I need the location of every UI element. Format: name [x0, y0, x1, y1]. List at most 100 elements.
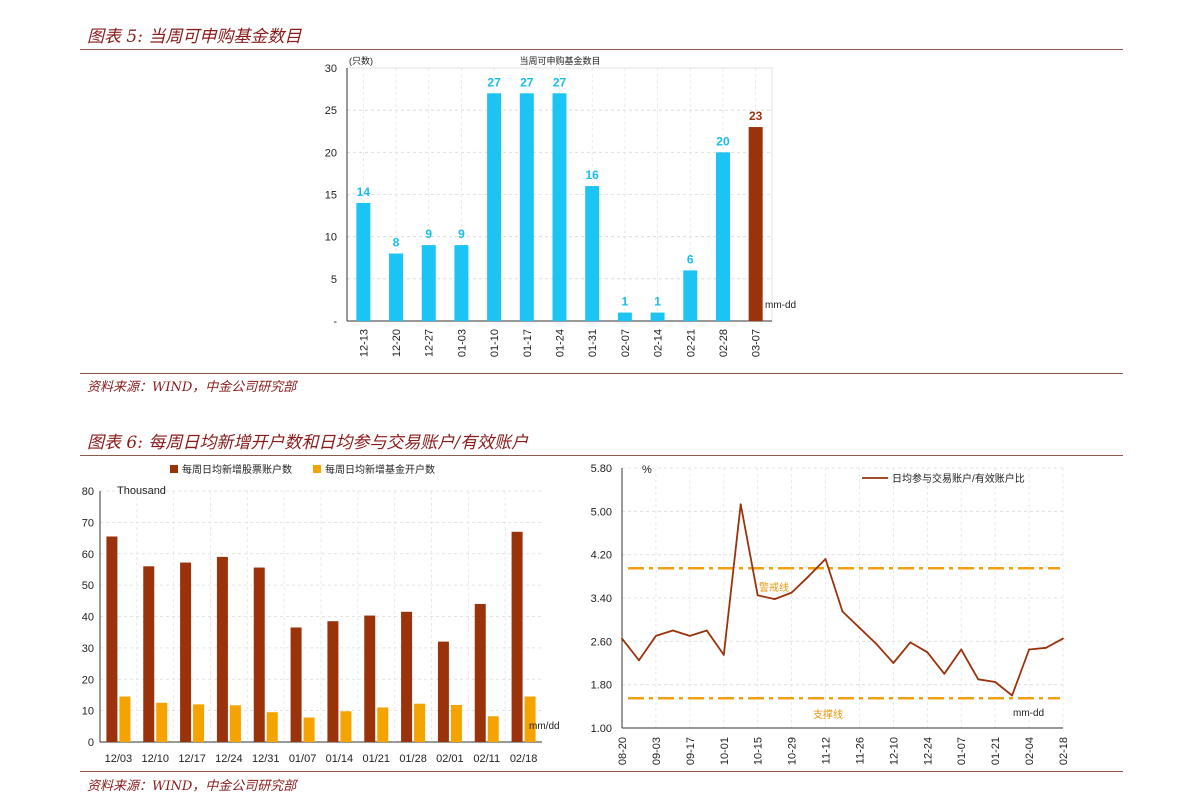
x-tick-label: 01-21: [990, 737, 1002, 765]
data-point-10-08: [739, 503, 742, 506]
data-point-09-24: [705, 629, 708, 632]
x-tick-label: 12-27: [424, 329, 436, 357]
y-tick-label: 30: [325, 63, 337, 75]
x-unit-note: mm-dd: [765, 300, 796, 311]
x-tick-label: 08-20: [617, 737, 629, 765]
unit-label: Thousand: [117, 485, 166, 497]
data-point-09-03: [655, 635, 657, 637]
data-point-11-19: [841, 610, 844, 613]
x-tick-label: 02/11: [473, 753, 500, 765]
x-unit-note: mm-dd: [1013, 708, 1044, 719]
divider-top: [80, 49, 1123, 50]
x-tick-label: 11-26: [854, 737, 866, 764]
data-label: 27: [487, 75, 501, 89]
y-tick-label: 25: [325, 105, 337, 117]
bar-fund-accounts-01/14: [340, 711, 352, 742]
bar-stock-accounts-02/11: [474, 603, 486, 742]
y-tick-label: 4.20: [591, 550, 612, 562]
data-point-10-01: [722, 653, 725, 656]
data-point-12-03: [875, 643, 878, 645]
bar-fund-accounts-02/01: [450, 704, 462, 742]
bar-fund-accounts-12/03: [119, 696, 131, 742]
bar-stock-accounts-12/03: [106, 536, 118, 742]
x-tick-label: 10-01: [719, 737, 731, 765]
figure-5-heading: 图表 5: 当周可申购基金数目: [87, 27, 302, 47]
x-tick-label: 02/01: [436, 753, 464, 765]
bar-fund-accounts-12/31: [266, 712, 278, 742]
bar-stock-accounts-12/17: [180, 562, 192, 742]
y-tick-label: 2.60: [591, 636, 612, 648]
data-label: 8: [393, 236, 400, 250]
support-line-label: 支撑线: [813, 708, 843, 721]
data-point-12-24: [926, 651, 929, 654]
y-tick-label: 40: [82, 612, 94, 624]
x-unit-note: mm/dd: [529, 721, 560, 732]
bar-stock-accounts-12/24: [216, 556, 228, 742]
data-label: 1: [622, 295, 629, 309]
data-point-12-31: [943, 672, 946, 675]
data-point-01-07: [960, 648, 963, 651]
warning-line-label: 警戒线: [759, 581, 789, 594]
bar-stock-accounts-12/31: [253, 567, 265, 742]
y-tick-label: 3.40: [591, 593, 612, 605]
legend-swatch-fund: [313, 465, 321, 473]
bar-12-27: [421, 245, 436, 321]
data-point-10-15: [756, 594, 759, 597]
data-label: 20: [716, 134, 730, 148]
bar-fund-accounts-01/21: [377, 707, 389, 742]
data-label: 27: [520, 75, 534, 89]
y-tick-label: 20: [325, 147, 337, 159]
x-tick-label: 12-13: [358, 329, 370, 357]
y-tick-label: 5.00: [591, 506, 612, 518]
bar-02-28: [715, 152, 730, 321]
legend-label-stock: 每周日均新增股票账户数: [182, 463, 292, 476]
data-label: 1: [654, 295, 661, 309]
x-tick-label: 02-14: [653, 329, 665, 357]
data-label: 9: [458, 227, 465, 241]
x-tick-label: 12/31: [252, 753, 280, 765]
x-tick-label: 12/10: [141, 753, 169, 765]
y-tick-label: 15: [325, 190, 337, 202]
x-tick-label: 01/07: [289, 753, 317, 765]
y-tick-label: 5.80: [591, 463, 612, 475]
data-point-12-10: [892, 662, 895, 664]
x-tick-label: 10-29: [787, 737, 799, 765]
divider-fig6-bottom: [80, 771, 1123, 772]
x-tick-label: 01/14: [326, 753, 354, 765]
x-tick-label: 12-10: [888, 737, 900, 765]
x-tick-label: 12-20: [391, 329, 403, 357]
y-tick-label: 0: [88, 737, 94, 749]
x-tick-label: 09-17: [685, 737, 697, 765]
y-tick-label: 10: [325, 232, 337, 244]
y-tick-label: 5: [331, 274, 337, 286]
bar-01-03: [454, 245, 469, 321]
data-point-08-27: [638, 659, 640, 662]
y-tick-label: 80: [82, 486, 94, 498]
x-tick-label: 01-17: [522, 329, 534, 357]
unit-label: %: [642, 464, 652, 476]
data-point-09-17: [688, 635, 691, 637]
data-label: 6: [687, 252, 694, 266]
figure-6-source: 资料来源：WIND，中金公司研究部: [87, 779, 297, 794]
chart-new-accounts: 0 10 20 30 40 50 60 70 80 12/03 12/10 12/17 12/24 12/…: [82, 463, 560, 765]
bar-stock-accounts-01/07: [290, 627, 302, 742]
x-tick-label: 03-07: [751, 329, 763, 357]
data-point-08-20: [621, 637, 623, 640]
bar-fund-accounts-02/11: [487, 716, 499, 742]
unit-label: (只数): [349, 55, 373, 66]
x-tick-label: 02-07: [620, 329, 632, 357]
bar-01-24: [552, 93, 567, 321]
bar-stock-accounts-02/18: [511, 531, 523, 742]
data-point-01-28: [1011, 694, 1014, 697]
y-tick-label: 30: [82, 643, 94, 655]
bar-02-07: [617, 312, 632, 321]
divider-fig5-bottom: [80, 373, 1123, 374]
bar-fund-accounts-01/28: [414, 703, 426, 742]
chart-weekly-fund-count: - 5 10 15 20 25 30 14 12-13 8 12-20 9 12-27 9 01-03 27 0…: [325, 55, 796, 357]
x-tick-label: 01-31: [587, 329, 599, 357]
data-label: 9: [425, 227, 432, 241]
bar-01-17: [519, 93, 534, 321]
data-point-12-17: [909, 641, 912, 644]
y-tick-label: 1.80: [591, 680, 612, 692]
data-point-11-26: [858, 626, 861, 629]
